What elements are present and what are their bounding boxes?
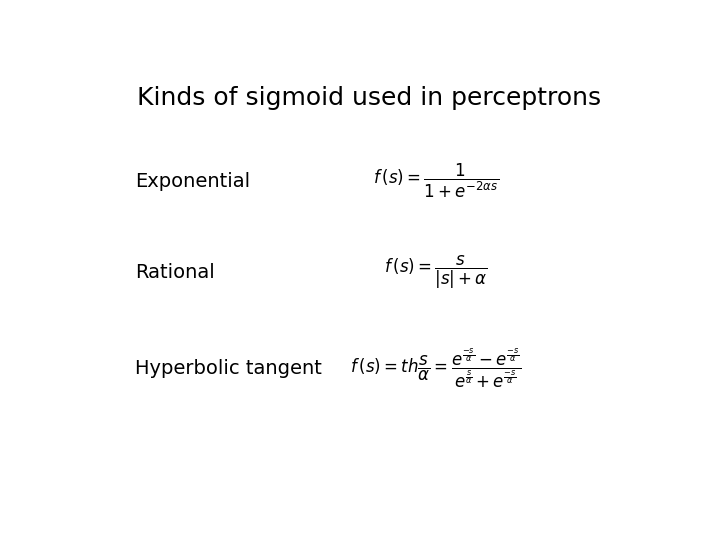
Text: $f\,(s) = \dfrac{1}{1+e^{-2\alpha s}}$: $f\,(s) = \dfrac{1}{1+e^{-2\alpha s}}$ bbox=[373, 162, 499, 200]
Text: Kinds of sigmoid used in perceptrons: Kinds of sigmoid used in perceptrons bbox=[137, 85, 601, 110]
Text: Hyperbolic tangent: Hyperbolic tangent bbox=[135, 359, 322, 378]
Text: $f\,(s) = th\dfrac{s}{\alpha} = \dfrac{e^{\frac{-s}{\alpha}}-e^{\frac{-s}{\alpha: $f\,(s) = th\dfrac{s}{\alpha} = \dfrac{e… bbox=[350, 347, 522, 390]
Text: $f\,(s) = \dfrac{s}{|s|+\alpha}$: $f\,(s) = \dfrac{s}{|s|+\alpha}$ bbox=[384, 254, 488, 291]
Text: Rational: Rational bbox=[135, 263, 215, 282]
Text: Exponential: Exponential bbox=[135, 172, 250, 191]
